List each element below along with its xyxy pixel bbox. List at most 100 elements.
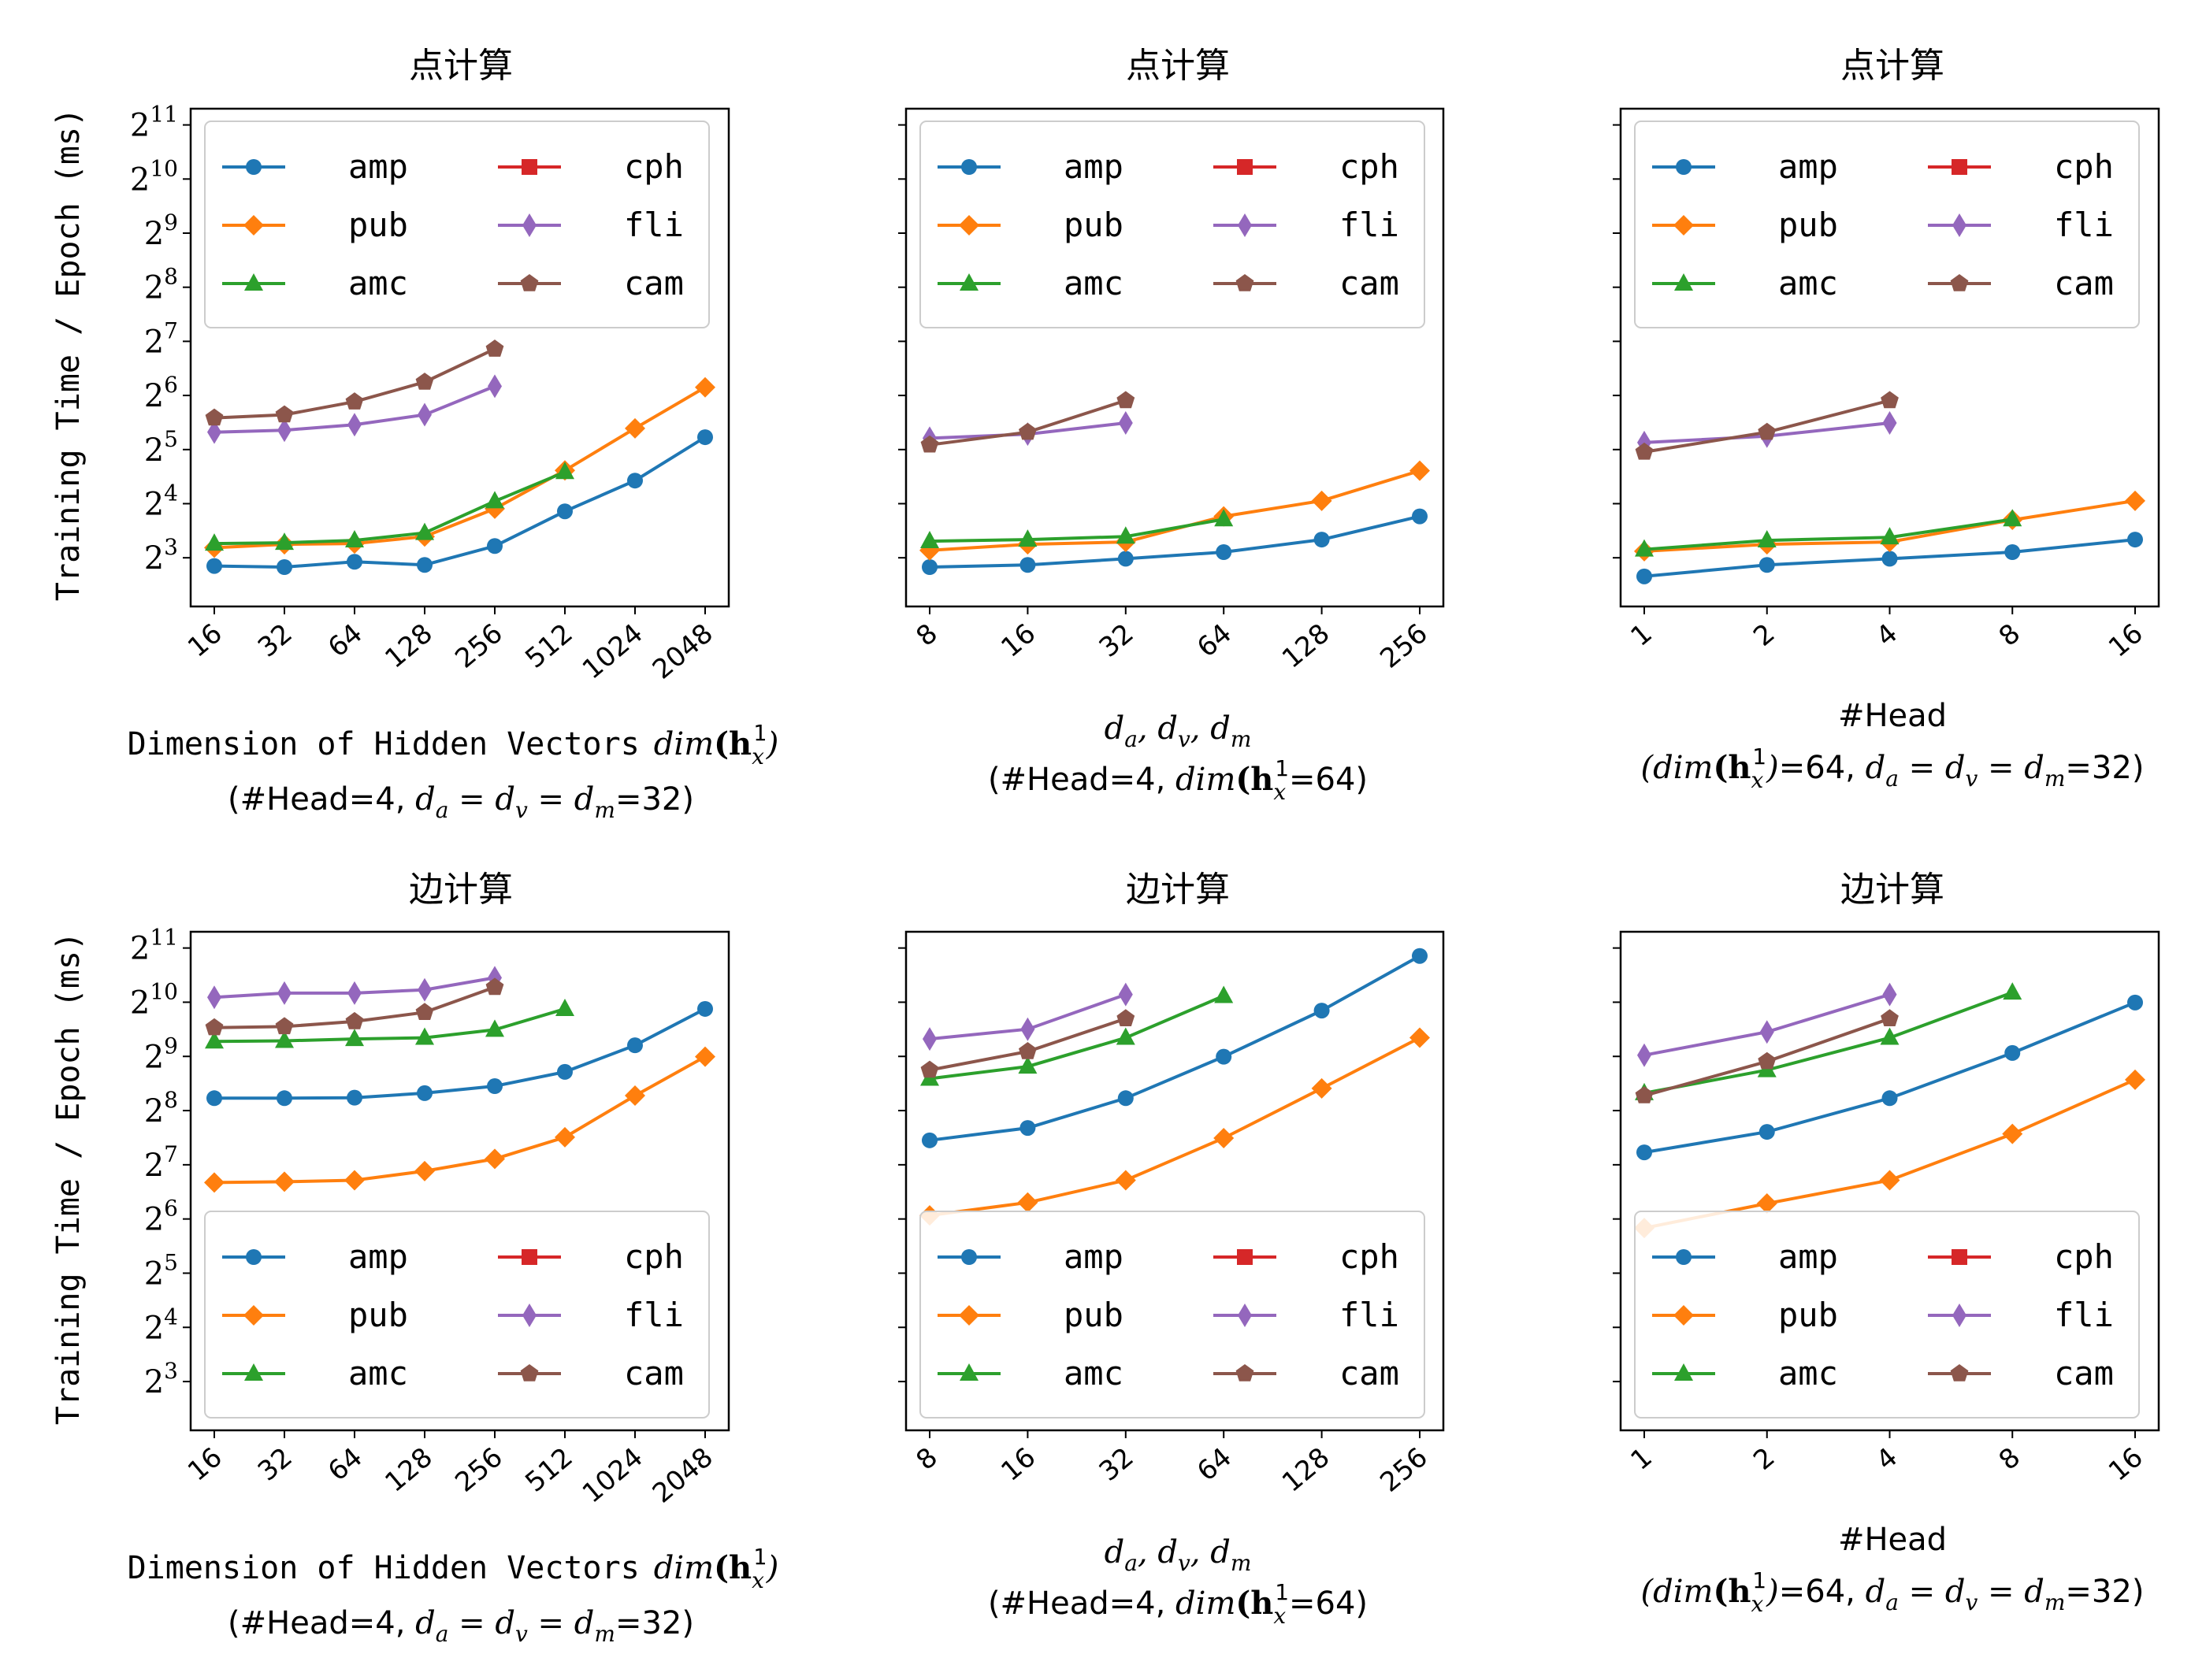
data-point-amp [1881, 551, 1898, 567]
x-axis-label: da, dv, dm [1105, 710, 1252, 752]
data-point-pub [2125, 1069, 2145, 1090]
x-tick-label: 8 [910, 1441, 943, 1477]
data-point-amc [415, 522, 434, 540]
data-point-amc [415, 1027, 434, 1045]
legend-label-cam: cam [1339, 1354, 1399, 1393]
x-tick-label: 128 [379, 1441, 438, 1498]
data-point-amc [1116, 526, 1135, 544]
data-point-amc [1214, 985, 1234, 1003]
data-point-cam [485, 339, 504, 357]
data-point-amc [555, 998, 574, 1016]
x-tick-label: 128 [1276, 1441, 1335, 1498]
legend-label-pub: pub [1064, 206, 1123, 244]
panel-title: 边计算 [1126, 870, 1230, 910]
panel-1-0: 23 24 25 26 27 28 29 210 211 16 32 64 128 256 51210242… [130, 925, 730, 1510]
data-point-fli [1020, 1017, 1035, 1041]
data-point-amp [1758, 1124, 1775, 1140]
x-axis-label: Dimension of Hidden Vectors dim(hx1) [128, 1544, 779, 1593]
y-tick-label: 211 [130, 925, 178, 967]
legend-label-fli: fli [2054, 206, 2114, 244]
legend-label-cph: cph [2054, 1237, 2114, 1276]
y-tick-label: 24 [144, 1304, 178, 1346]
x-tick-label: 256 [449, 1441, 508, 1498]
legend-marker-amc [960, 1363, 979, 1381]
x-tick-label: 32 [252, 1441, 299, 1487]
x-axis-label: #Head [1838, 698, 1947, 734]
data-point-pub [1213, 1128, 1235, 1149]
data-point-amp [557, 1063, 573, 1080]
y-tick-label: 27 [144, 1141, 178, 1184]
data-point-amp [1019, 557, 1036, 573]
panel-0-1: 8 16 32 64 128 256 amp pub amc cph fli cam [898, 107, 1445, 675]
data-point-cam [205, 408, 224, 426]
data-point-fli [923, 1027, 937, 1051]
data-point-amp [277, 559, 292, 576]
data-point-fli [1637, 1043, 1651, 1067]
x-tick-label: 64 [322, 1441, 369, 1487]
legend-marker-pub [243, 1305, 264, 1326]
legend-label-cam: cam [1339, 264, 1399, 302]
data-point-pub [1409, 1027, 1430, 1048]
plot-frame [904, 107, 1445, 608]
legend-marker-cph [1952, 159, 1967, 175]
series-line-amp [929, 954, 1421, 1142]
legend-box [919, 121, 1425, 328]
legend-label-fli: fli [624, 206, 684, 244]
data-point-amc [485, 491, 504, 509]
legend-label-amp: amp [1064, 147, 1123, 186]
data-point-pub [625, 417, 645, 439]
legend-marker-cam [1950, 1364, 1969, 1381]
x-tick-label: 16 [995, 617, 1042, 663]
data-point-amc [345, 530, 364, 548]
x-tick-label: 32 [1094, 617, 1140, 663]
legend-marker-pub [243, 215, 264, 235]
data-point-pub [1879, 1170, 1900, 1191]
data-point-pub [1017, 1192, 1038, 1213]
legend-marker-fli [1238, 213, 1252, 237]
y-tick-label: 28 [144, 1087, 178, 1129]
data-point-amp [417, 1085, 433, 1101]
x-tick-label: 512 [519, 1441, 578, 1498]
data-point-fli [1118, 410, 1133, 435]
legend-marker-amp [246, 1249, 262, 1265]
legend-marker-fli [1952, 1304, 1966, 1327]
data-point-fli [1759, 1020, 1774, 1044]
y-tick-label: 27 [144, 317, 178, 360]
data-point-amp [697, 1000, 713, 1017]
data-point-amp [627, 1037, 643, 1054]
series-line-pub [929, 1036, 1421, 1218]
x-tick-label: 64 [322, 617, 369, 663]
data-point-pub [555, 1126, 575, 1148]
data-point-fli [1882, 982, 1897, 1007]
x-tick-label: 2048 [647, 617, 719, 685]
y-tick-label: 26 [144, 1196, 178, 1238]
legend: amp pub amc cph fli cam [919, 121, 1425, 328]
data-point-fli [207, 985, 221, 1010]
data-point-amc [920, 531, 939, 549]
data-point-cam [1758, 422, 1777, 440]
y-axis-label: Training Time / Epoch (ms) [50, 932, 87, 1425]
legend-marker-cph [1952, 1249, 1967, 1265]
series-line-amc [214, 1007, 566, 1044]
x-axis-sublabel: (#Head=4, dim(hx1=64) [988, 1579, 1368, 1629]
data-point-fli [1882, 410, 1897, 435]
data-point-cam [345, 392, 364, 410]
legend-label-amc: amc [1778, 264, 1838, 302]
panel-title: 点计算 [1840, 46, 1944, 86]
data-point-amc [1757, 530, 1777, 548]
data-point-amp [2127, 532, 2143, 548]
legend-marker-fli [522, 213, 537, 237]
data-point-amc [275, 1030, 294, 1048]
data-point-cam [1116, 391, 1135, 409]
y-tick-label: 29 [144, 210, 178, 252]
legend-marker-amc [1674, 273, 1693, 291]
data-point-amp [922, 559, 938, 576]
data-point-fli [277, 418, 292, 443]
panel-1-2: 1 2 4 8 16 amp pub amc cph fli cam [1613, 930, 2160, 1488]
x-tick-label: 16 [182, 1441, 228, 1487]
data-point-pub [1311, 490, 1332, 511]
data-point-fli [488, 374, 502, 399]
x-tick-label: 1024 [577, 617, 649, 685]
legend-box [204, 1211, 710, 1419]
y-tick-label: 211 [130, 102, 178, 144]
